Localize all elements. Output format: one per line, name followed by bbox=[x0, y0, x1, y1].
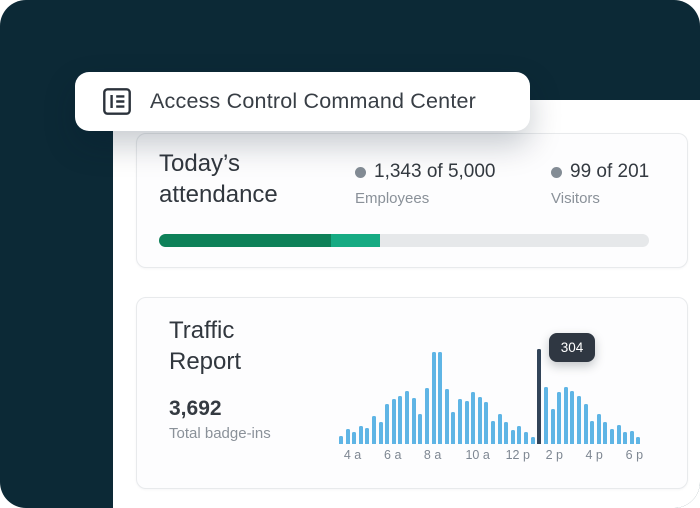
visitors-label: Visitors bbox=[551, 190, 600, 207]
form-panel-icon bbox=[103, 88, 131, 115]
traffic-bar[interactable] bbox=[583, 404, 588, 444]
traffic-x-axis: 4 a 6 a 8 a 10 a 12 p 2 p 4 p 6 p bbox=[339, 448, 644, 464]
traffic-bar[interactable] bbox=[491, 421, 496, 444]
traffic-bar[interactable] bbox=[590, 421, 595, 444]
traffic-bar[interactable] bbox=[629, 431, 634, 444]
traffic-bar[interactable] bbox=[524, 432, 529, 444]
traffic-bar[interactable] bbox=[576, 396, 581, 444]
traffic-bar[interactable] bbox=[372, 416, 377, 444]
attendance-card: Today’s attendance 1,343 of 5,000 Employ… bbox=[136, 133, 688, 268]
content-panel: Today’s attendance 1,343 of 5,000 Employ… bbox=[113, 100, 700, 508]
traffic-bar[interactable] bbox=[510, 430, 515, 444]
traffic-bar[interactable] bbox=[358, 426, 363, 444]
traffic-report-title: Traffic Report bbox=[169, 317, 242, 375]
traffic-bar[interactable] bbox=[517, 426, 522, 444]
traffic-chart bbox=[339, 344, 641, 444]
employees-label: Employees bbox=[355, 190, 430, 207]
traffic-bar[interactable] bbox=[550, 409, 555, 444]
traffic-total-label: Total badge-ins bbox=[169, 425, 271, 442]
traffic-bar[interactable] bbox=[444, 389, 449, 444]
stat-visitors: 99 of 201 Visitors bbox=[551, 161, 649, 207]
traffic-bar[interactable] bbox=[385, 404, 390, 444]
x-tick-label: 2 p bbox=[545, 448, 564, 462]
traffic-bar[interactable] bbox=[431, 352, 436, 444]
bar-tooltip-value: 304 bbox=[560, 340, 584, 355]
traffic-bar[interactable] bbox=[438, 352, 443, 444]
traffic-bar[interactable] bbox=[616, 425, 621, 444]
progress-segment-employees bbox=[159, 234, 331, 247]
attendance-progress-bar bbox=[159, 234, 649, 247]
attendance-title: Today’s attendance bbox=[159, 150, 278, 208]
traffic-bar[interactable] bbox=[451, 412, 456, 444]
traffic-bar[interactable] bbox=[464, 401, 469, 444]
visitors-value: 99 of 201 bbox=[570, 161, 650, 182]
x-tick-label: 4 a bbox=[343, 448, 362, 462]
traffic-bar[interactable] bbox=[424, 388, 429, 444]
traffic-bar[interactable] bbox=[471, 392, 476, 444]
x-tick-label: 4 p bbox=[585, 448, 603, 462]
traffic-report-card: Traffic Report 3,692 Total badge-ins 4 a… bbox=[136, 297, 688, 489]
traffic-bar[interactable] bbox=[352, 432, 357, 444]
traffic-bar[interactable] bbox=[339, 436, 343, 444]
traffic-bar[interactable] bbox=[557, 392, 562, 444]
traffic-bar[interactable] bbox=[563, 387, 568, 444]
traffic-bar[interactable] bbox=[636, 437, 641, 444]
traffic-bar[interactable] bbox=[345, 429, 350, 444]
traffic-bar[interactable] bbox=[365, 428, 370, 444]
employees-value: 1,343 of 5,000 bbox=[374, 161, 496, 182]
traffic-bar[interactable] bbox=[603, 422, 608, 444]
x-tick-label: 12 p bbox=[505, 448, 530, 462]
traffic-bar[interactable] bbox=[543, 387, 548, 444]
traffic-bar[interactable] bbox=[398, 396, 403, 444]
traffic-bar[interactable] bbox=[405, 391, 410, 444]
traffic-bar[interactable] bbox=[504, 422, 509, 444]
stat-employees: 1,343 of 5,000 Employees bbox=[355, 161, 496, 207]
traffic-bar[interactable] bbox=[596, 414, 601, 444]
traffic-bar[interactable] bbox=[570, 391, 575, 444]
progress-segment-visitors bbox=[330, 234, 380, 247]
traffic-bar-highlighted[interactable] bbox=[537, 349, 542, 444]
traffic-bar[interactable] bbox=[411, 398, 416, 444]
x-tick-label: 10 a bbox=[465, 448, 490, 462]
traffic-bar[interactable] bbox=[457, 399, 462, 444]
x-tick-label: 6 p bbox=[625, 448, 644, 462]
traffic-bar[interactable] bbox=[418, 414, 423, 444]
traffic-bars bbox=[339, 344, 641, 444]
traffic-bar[interactable] bbox=[530, 437, 535, 444]
app-title: Access Control Command Center bbox=[150, 89, 477, 113]
traffic-total-value: 3,692 bbox=[169, 397, 222, 420]
x-tick-label: 6 a bbox=[384, 448, 402, 462]
employees-dot-icon bbox=[355, 166, 366, 178]
app-title-card: Access Control Command Center bbox=[75, 72, 530, 131]
visitors-dot-icon bbox=[551, 166, 562, 178]
x-tick-label: 8 a bbox=[423, 448, 442, 462]
traffic-bar[interactable] bbox=[609, 429, 614, 444]
traffic-bar[interactable] bbox=[497, 414, 502, 444]
traffic-bar[interactable] bbox=[623, 432, 628, 444]
traffic-bar[interactable] bbox=[391, 399, 396, 444]
traffic-bar[interactable] bbox=[484, 402, 489, 444]
traffic-bar[interactable] bbox=[477, 397, 482, 444]
traffic-bar[interactable] bbox=[378, 422, 383, 444]
bar-tooltip: 304 bbox=[549, 333, 595, 362]
